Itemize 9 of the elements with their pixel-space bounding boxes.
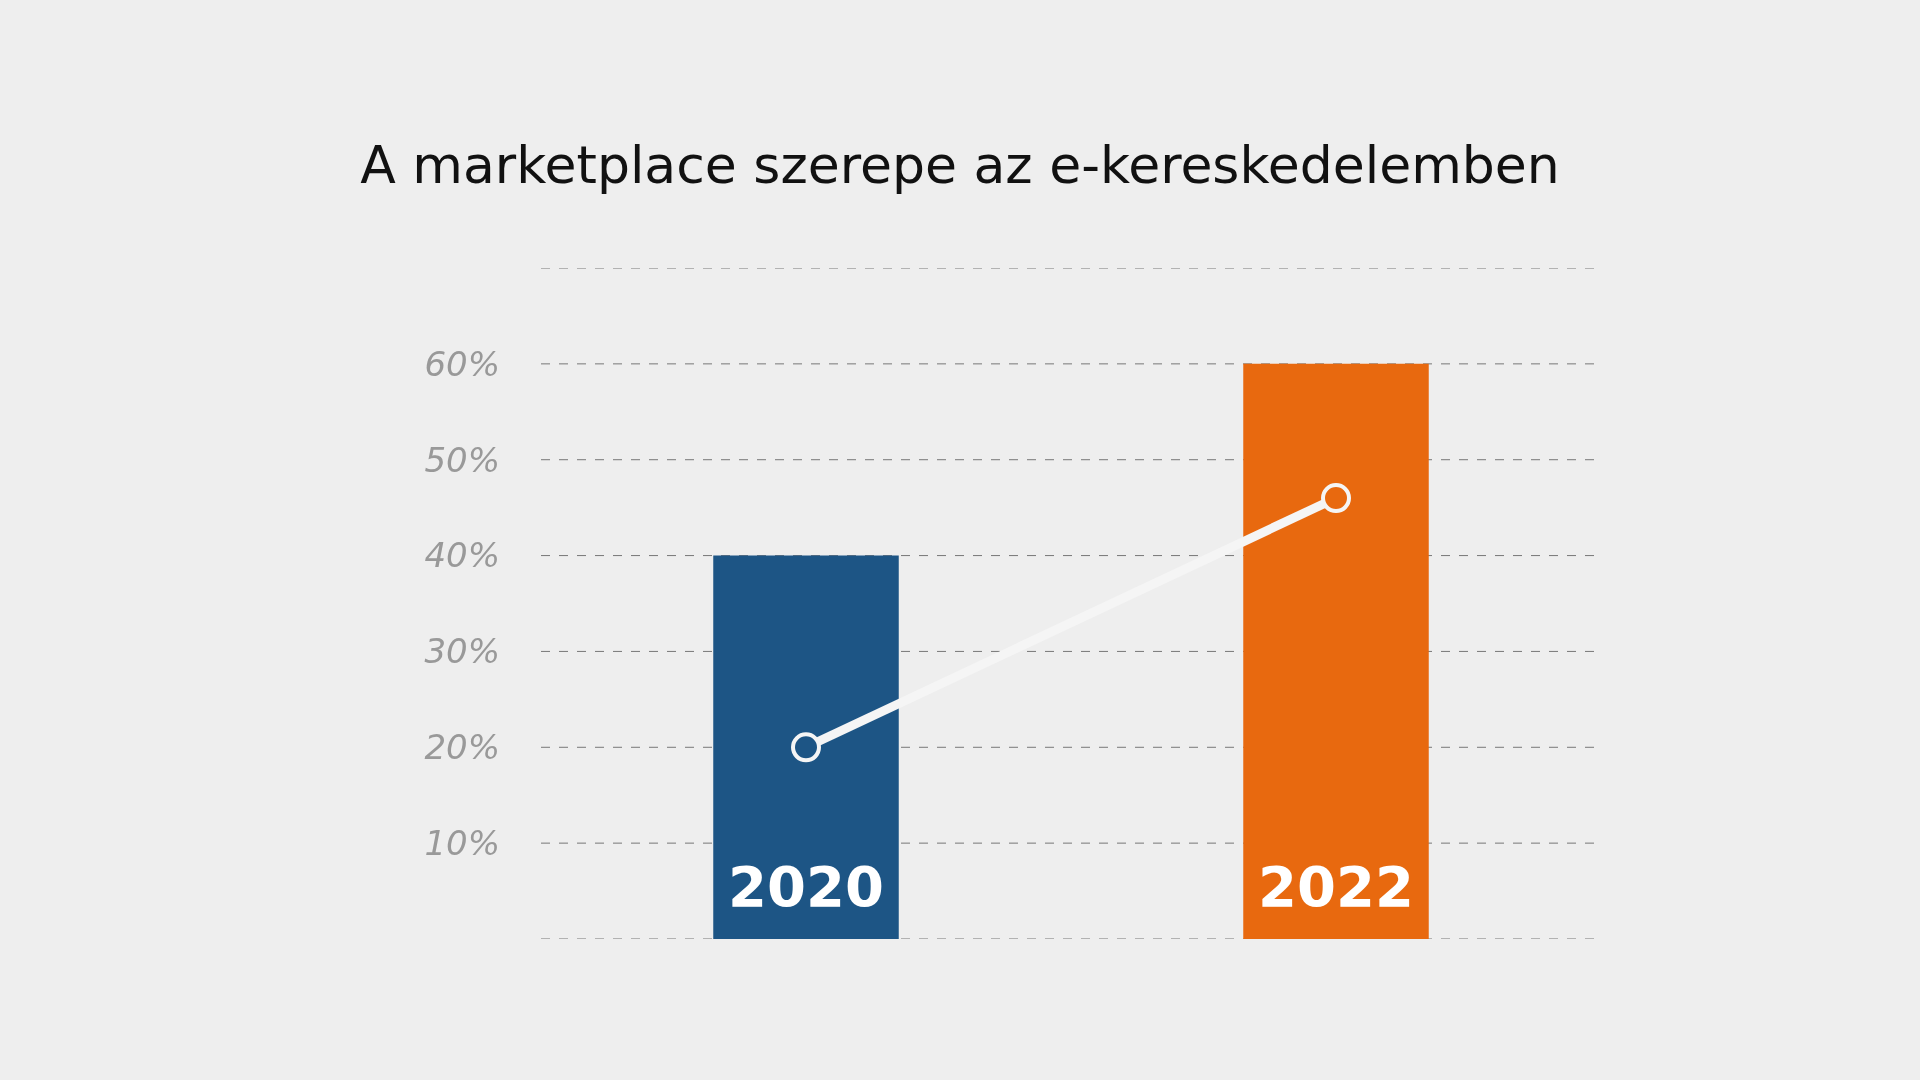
chart-title: A marketplace szerepe az e-kereskedelemben [360, 135, 1560, 196]
y-tick-label: 50% [424, 439, 500, 480]
y-tick-label: 30% [424, 631, 500, 672]
y-tick-label: 40% [424, 535, 500, 576]
y-tick-label: 20% [424, 727, 500, 768]
y-tick-label: 60% [424, 343, 500, 384]
y-tick-label: 10% [424, 823, 500, 864]
x-tick-label: 2022 [1258, 854, 1414, 919]
x-tick-label: 2020 [728, 854, 884, 919]
